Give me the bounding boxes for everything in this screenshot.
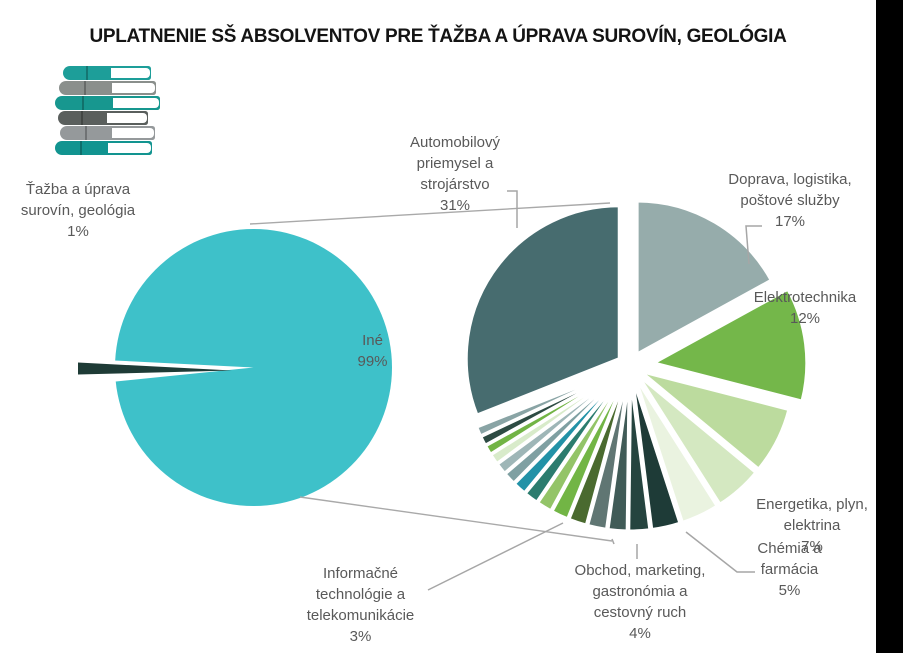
book-0 [63,66,151,80]
right-black-border [876,0,903,653]
secondary-pie-slice-0 [635,199,773,356]
book-ridge [84,126,87,140]
pie-of-pie-connector-1 [299,496,613,542]
book-ridge [80,141,83,155]
label-obchod-marketing: Obchod, marketing, gastronómia a cestovn… [574,562,706,642]
book-5 [55,141,152,155]
label-informacne-technologie: Informačné technológie a telekomunikácie… [306,565,415,645]
secondary-pie-slice-1 [652,287,809,403]
book-pages [112,98,159,108]
secondary-pie-slice-2 [639,369,791,471]
chart-title: UPLATNENIE SŠ ABSOLVENTOV PRE ŤAŽBA A ÚP… [89,26,787,47]
label-chemia-farmacia: Chémia a farmácia 5% [757,540,822,599]
label-leader-line-0 [745,225,762,265]
book-ridge [84,81,87,95]
stacked-books-icon [55,66,165,162]
book-pages [108,143,151,153]
label-energetika-plyn: Energetika, plyn, elektrina 7% [756,496,868,555]
book-pages [107,113,147,123]
book-pages [111,68,150,78]
book-ridge [82,96,85,110]
book-3 [58,111,148,125]
pie-of-pie-connector-0 [249,202,611,225]
secondary-pie-slice-19 [475,369,621,438]
book-pages [112,128,154,138]
book-ridge [81,111,84,125]
book-ridge [85,66,88,80]
book-2 [55,96,160,110]
label-tazba-a-uprava-surovin: Ťažba a úprava surovín, geológia 1% [20,181,136,240]
secondary-pie-slice-5 [631,376,682,532]
label-leader-line-4 [427,522,564,591]
label-elektrotechnika: Elektrotechnika 12% [753,289,857,327]
secondary-pie-slice-3 [636,373,758,506]
label-leader-line-5 [611,538,615,545]
label-leader-line-1 [507,190,518,228]
secondary-pie-slice-4 [633,375,719,524]
main-pie-tazba-slice [78,362,232,375]
label-leader-line-2 [685,531,755,573]
secondary-pie-slice-6 [627,376,652,533]
secondary-pie-slice-20 [464,204,621,417]
book-1 [59,81,156,95]
book-4 [60,126,155,140]
book-pages [112,83,155,93]
label-automobilovy-priemysel: Automobilový priemysel a strojárstvo 31% [409,134,501,214]
secondary-pie-slice-7 [606,376,631,533]
label-ine: Iné 99% [357,332,388,370]
label-doprava-logistika: Doprava, logistika, poštové služby 17% [728,171,852,230]
